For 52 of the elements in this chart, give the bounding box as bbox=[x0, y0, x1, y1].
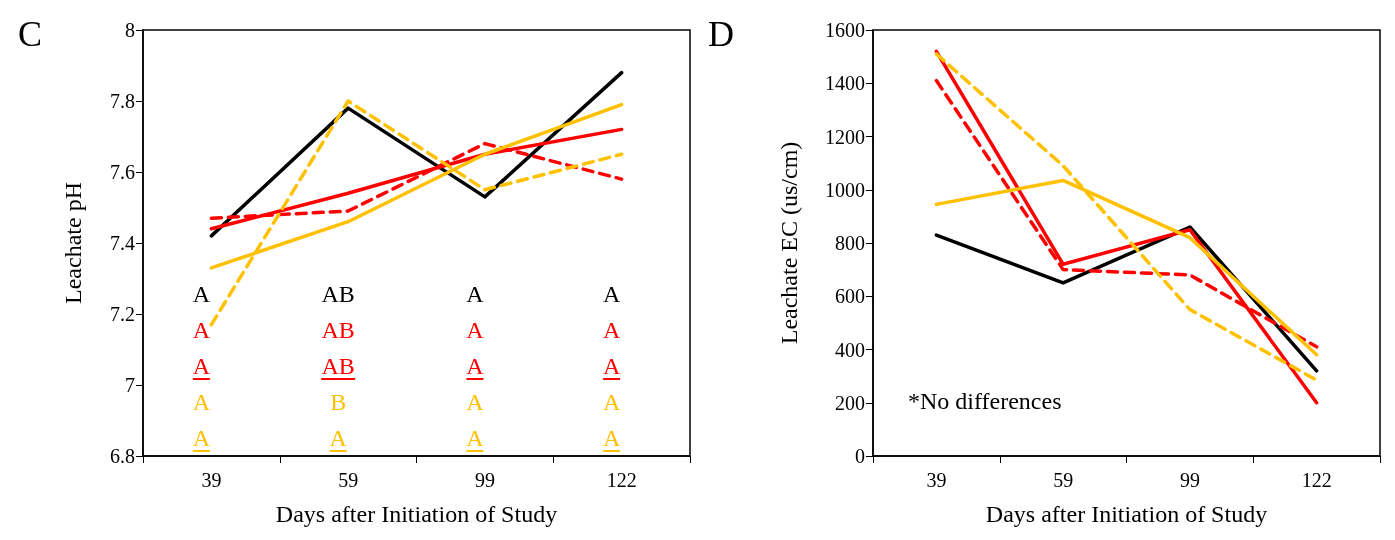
annotation: A bbox=[192, 425, 211, 451]
y-tick-label: 600 bbox=[835, 285, 865, 308]
annotation: A bbox=[602, 317, 621, 343]
annotation: A bbox=[466, 317, 485, 343]
y-tick-label: 8 bbox=[125, 19, 135, 41]
line-series bbox=[209, 127, 624, 231]
annotation: *No differences bbox=[908, 388, 1062, 414]
x-tick-label: 99 bbox=[474, 469, 495, 491]
annotation: A bbox=[329, 425, 348, 451]
y-tick-label: 7 bbox=[125, 374, 135, 396]
annotation: A bbox=[192, 317, 211, 343]
x-tick-label: 122 bbox=[606, 469, 637, 491]
x-tick-label: 59 bbox=[1053, 469, 1074, 491]
y-tick-label: 400 bbox=[835, 338, 865, 361]
x-tick-label: 122 bbox=[1301, 469, 1332, 491]
y-axis-title: Leachate EC (us/cm) bbox=[776, 141, 802, 345]
y-tick-label: 7.8 bbox=[110, 90, 135, 112]
y-tick-label: 1600 bbox=[825, 19, 865, 41]
annotation: A bbox=[192, 389, 211, 415]
annotation: AB bbox=[321, 353, 355, 379]
annotation: A bbox=[602, 425, 621, 451]
annotation: AB bbox=[321, 281, 355, 307]
annotation: A bbox=[602, 353, 621, 379]
y-tick-label: 7.6 bbox=[110, 161, 135, 183]
x-tick-label: 59 bbox=[338, 469, 359, 491]
annotation: A bbox=[602, 389, 621, 415]
y-tick-label: 6.8 bbox=[110, 445, 135, 467]
annotation: A bbox=[466, 281, 485, 307]
y-tick-label: 1400 bbox=[825, 72, 865, 95]
y-tick-label: 800 bbox=[835, 232, 865, 254]
y-tick-label: 7.4 bbox=[110, 232, 135, 254]
annotation: A bbox=[466, 389, 485, 415]
annotation: A bbox=[602, 281, 621, 307]
y-tick-label: 1200 bbox=[825, 125, 865, 148]
annotation: A bbox=[466, 353, 485, 379]
chart-title: D bbox=[708, 14, 734, 54]
y-tick-label: 1000 bbox=[825, 178, 865, 201]
annotation: A bbox=[192, 353, 211, 379]
x-tick-label: 39 bbox=[201, 469, 222, 491]
chart-title: C bbox=[18, 14, 43, 54]
x-tick-label: 99 bbox=[1179, 469, 1200, 491]
x-tick-label: 39 bbox=[926, 469, 947, 491]
annotation: A bbox=[466, 425, 485, 451]
annotation: A bbox=[192, 281, 211, 307]
y-tick-label: 0 bbox=[855, 445, 865, 467]
annotation: B bbox=[330, 389, 347, 415]
annotation: AB bbox=[321, 317, 355, 343]
x-axis-title: Days after Initiation of Study bbox=[275, 501, 558, 527]
y-tick-label: 200 bbox=[835, 391, 865, 414]
y-tick-label: 7.2 bbox=[110, 303, 135, 325]
x-axis-title: Days after Initiation of Study bbox=[985, 501, 1268, 527]
y-axis-title: Leachate pH bbox=[60, 182, 86, 304]
